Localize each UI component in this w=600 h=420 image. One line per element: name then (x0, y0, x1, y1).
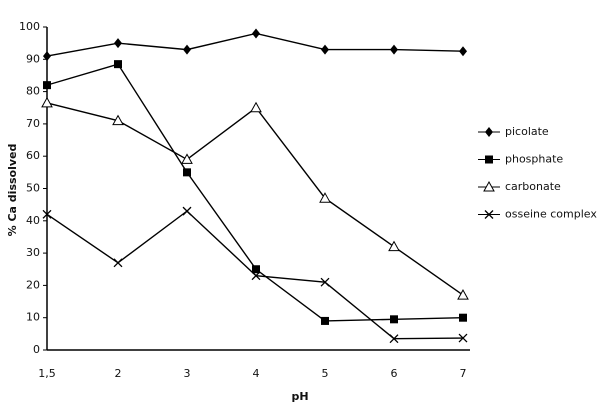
data-point (251, 271, 261, 281)
y-tick-label: 40 (26, 214, 40, 227)
data-point (112, 114, 124, 126)
data-point (321, 316, 329, 325)
data-point (113, 258, 123, 268)
data-point (390, 315, 398, 324)
legend-label: phosphate (505, 153, 563, 166)
data-point (252, 28, 260, 39)
y-tick-label: 80 (26, 85, 40, 98)
data-point (114, 38, 122, 49)
y-tick-label: 90 (26, 52, 40, 65)
x-tick-label: 2 (115, 367, 122, 380)
x-tick-label: 6 (391, 367, 398, 380)
data-point (41, 96, 53, 108)
legend-marker (484, 210, 494, 219)
y-tick-label: 50 (26, 182, 40, 195)
data-point (459, 46, 467, 57)
y-tick-label: 70 (26, 117, 40, 130)
y-tick-label: 30 (26, 246, 40, 259)
legend-label: osseine complex (505, 208, 597, 221)
data-point (114, 60, 122, 69)
data-point (182, 206, 192, 216)
data-point (250, 101, 262, 113)
data-point (183, 44, 191, 55)
data-point (459, 313, 467, 322)
y-tick-label: 10 (26, 311, 40, 324)
data-point (42, 209, 52, 219)
y-tick-label: 60 (26, 149, 40, 162)
data-point (252, 265, 260, 274)
series-line (46, 63, 464, 322)
legend-label: carbonate (505, 180, 561, 193)
y-axis-label: % Ca dissolved (6, 144, 19, 237)
data-point (458, 333, 468, 343)
legend-marker (485, 127, 493, 137)
y-tick-label: 100 (19, 20, 40, 33)
data-point (320, 277, 330, 287)
data-point (183, 168, 191, 177)
legend-marker (485, 155, 493, 164)
data-point (388, 240, 400, 252)
x-axis-label: pH (291, 390, 308, 403)
x-tick-label: 1,5 (38, 367, 56, 380)
legend-label: picolate (505, 125, 549, 138)
data-point (43, 51, 51, 62)
legend-marker (483, 180, 495, 192)
x-tick-label: 3 (184, 367, 191, 380)
data-point (389, 334, 399, 344)
data-point (457, 289, 469, 300)
x-tick-label: 7 (460, 367, 467, 380)
data-point (43, 81, 51, 90)
data-point (321, 44, 329, 55)
x-tick-label: 5 (322, 367, 329, 380)
y-tick-label: 0 (33, 343, 40, 356)
y-tick-label: 20 (26, 278, 40, 291)
data-point (319, 192, 331, 203)
x-tick-label: 4 (253, 367, 260, 380)
data-point (181, 153, 193, 164)
data-point (390, 44, 398, 55)
